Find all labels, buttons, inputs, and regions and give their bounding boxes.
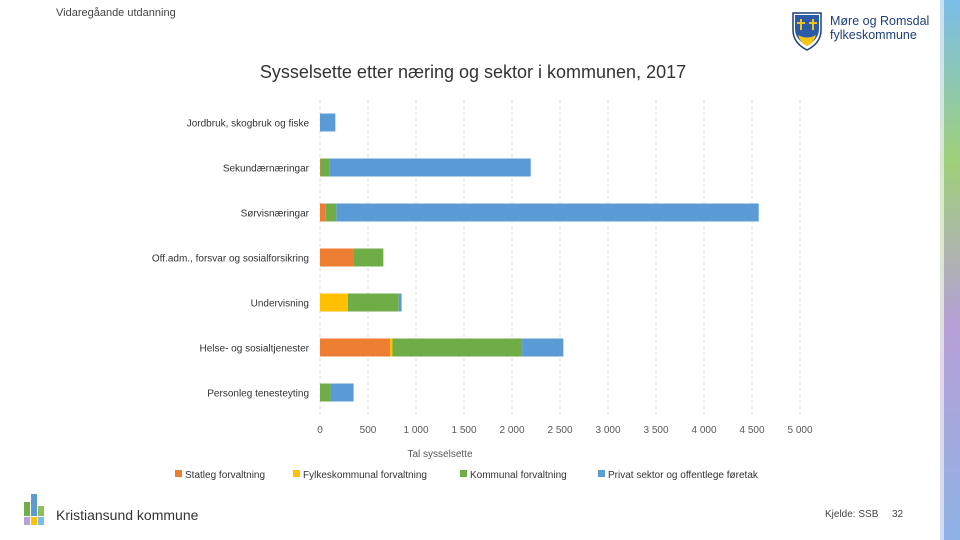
category-label: Undervisning <box>251 299 309 310</box>
organization-logo: Møre og Romsdal fylkeskommune <box>790 10 940 54</box>
footer-source: Kjelde: SSB <box>825 509 879 520</box>
x-tick-label: 500 <box>360 425 377 436</box>
x-tick-label: 1 000 <box>403 425 428 436</box>
footer-organization: Kristiansund kommune <box>56 507 199 523</box>
legend-swatch <box>175 470 182 477</box>
legend-swatch <box>598 470 605 477</box>
x-tick-label: 2 500 <box>547 425 572 436</box>
x-tick-label: 4 500 <box>739 425 764 436</box>
legend-swatch <box>293 470 300 477</box>
decorative-stripe-inner <box>940 0 944 540</box>
stacked-bar-chart: 0 500 1 000 1 500 2 000 2 500 3 000 3 500 4 000 4… <box>152 100 813 481</box>
bar-segment <box>392 338 523 357</box>
page-number: 32 <box>892 509 904 520</box>
x-tick-label: 5 000 <box>787 425 812 436</box>
legend-swatch <box>460 470 467 477</box>
bar-segment <box>522 338 564 357</box>
category-label: Helse- og sosialtjenester <box>200 344 310 355</box>
legend-label: Kommunal forvaltning <box>470 470 567 481</box>
decorative-stripe <box>944 0 960 540</box>
coat-of-arms-icon <box>792 12 822 51</box>
bar-segment <box>398 293 402 312</box>
x-tick-label: 0 <box>317 425 323 436</box>
bar-segment <box>320 158 330 177</box>
bar-segment <box>336 203 759 222</box>
header-label: Vidaregåande utdanning <box>56 7 176 19</box>
x-tick-label: 1 500 <box>451 425 476 436</box>
x-tick-label: 3 000 <box>595 425 620 436</box>
bar-segment <box>320 338 391 357</box>
bar-segment <box>390 338 393 357</box>
category-label: Jordbruk, skogbruk og fiske <box>187 119 310 130</box>
x-tick-label: 3 500 <box>643 425 668 436</box>
logo-line-1: Møre og Romsdal <box>830 14 930 28</box>
bar-segment <box>329 158 531 177</box>
bar-segment <box>320 248 354 267</box>
legend-label: Privat sektor og offentlege føretak <box>608 470 759 481</box>
bar-segment <box>353 248 384 267</box>
bar-segment <box>325 203 337 222</box>
category-label: Sekundærnæringar <box>223 164 310 175</box>
legend-label: Statleg forvaltning <box>185 470 265 481</box>
x-tick-label: 2 000 <box>499 425 524 436</box>
bar-segment <box>320 293 348 312</box>
bar-segment <box>320 383 331 402</box>
logo-line-2: fylkeskommune <box>830 28 917 42</box>
bar-segment <box>330 383 354 402</box>
legend-label: Fylkeskommunal forvaltning <box>303 470 427 481</box>
bar-segment <box>320 113 336 132</box>
chart-title: Sysselsette etter næring og sektor i kom… <box>259 62 687 82</box>
category-label: Personleg tenesteyting <box>207 389 309 400</box>
municipality-logo-icon <box>24 494 44 525</box>
bar-segment <box>320 203 326 222</box>
x-tick-label: 4 000 <box>691 425 716 436</box>
x-axis-label: Tal sysselsette <box>407 449 472 460</box>
category-label: Off.adm., forsvar og sosialforsikring <box>152 254 309 265</box>
bar-segment <box>347 293 399 312</box>
category-label: Sørvisnæringar <box>241 209 310 220</box>
